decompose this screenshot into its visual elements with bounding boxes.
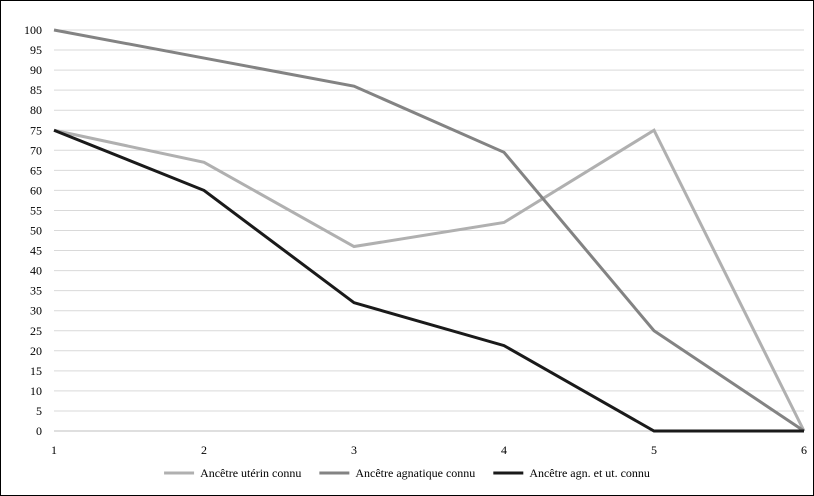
series-line-3 (53, 128, 804, 433)
y-tick-label: 60 (30, 183, 42, 197)
y-tick-label: 0 (36, 424, 42, 438)
series-line-1 (53, 128, 806, 432)
axes: 0510152025303540455055606570758085909510… (24, 23, 807, 457)
y-tick-label: 85 (30, 83, 42, 97)
y-tick-label: 30 (30, 304, 42, 318)
y-tick-label: 15 (30, 364, 42, 378)
gridlines (54, 29, 804, 412)
y-tick-label: 25 (30, 324, 42, 338)
y-tick-label: 95 (30, 43, 42, 57)
y-tick-label: 80 (30, 103, 42, 117)
x-tick-label: 5 (651, 443, 657, 457)
y-tick-label: 10 (30, 384, 42, 398)
series-line-2 (53, 28, 805, 433)
y-tick-label: 100 (24, 23, 42, 37)
legend: Ancêtre utérin connu Ancêtre agnatique co… (164, 466, 650, 480)
y-tick-label: 5 (36, 404, 42, 418)
y-tick-label: 55 (30, 203, 42, 217)
x-tick-label: 1 (51, 443, 57, 457)
y-tick-label: 45 (30, 244, 42, 258)
x-tick-label: 6 (801, 443, 807, 457)
legend-label-3: Ancêtre agn. et ut. connu (529, 466, 650, 480)
y-tick-label: 50 (30, 224, 42, 238)
y-tick-label: 90 (30, 63, 42, 77)
y-tick-label: 65 (30, 163, 42, 177)
legend-label-1: Ancêtre utérin connu (200, 466, 301, 480)
x-tick-label: 3 (351, 443, 357, 457)
y-tick-label: 35 (30, 284, 42, 298)
y-tick-label: 20 (30, 344, 42, 358)
x-tick-label: 4 (501, 443, 507, 457)
x-tick-label: 2 (201, 443, 207, 457)
y-tick-label: 70 (30, 143, 42, 157)
y-tick-label: 75 (30, 123, 42, 137)
y-tick-label: 40 (30, 264, 42, 278)
legend-label-2: Ancêtre agnatique connu (355, 466, 475, 480)
series-lines (53, 28, 806, 433)
